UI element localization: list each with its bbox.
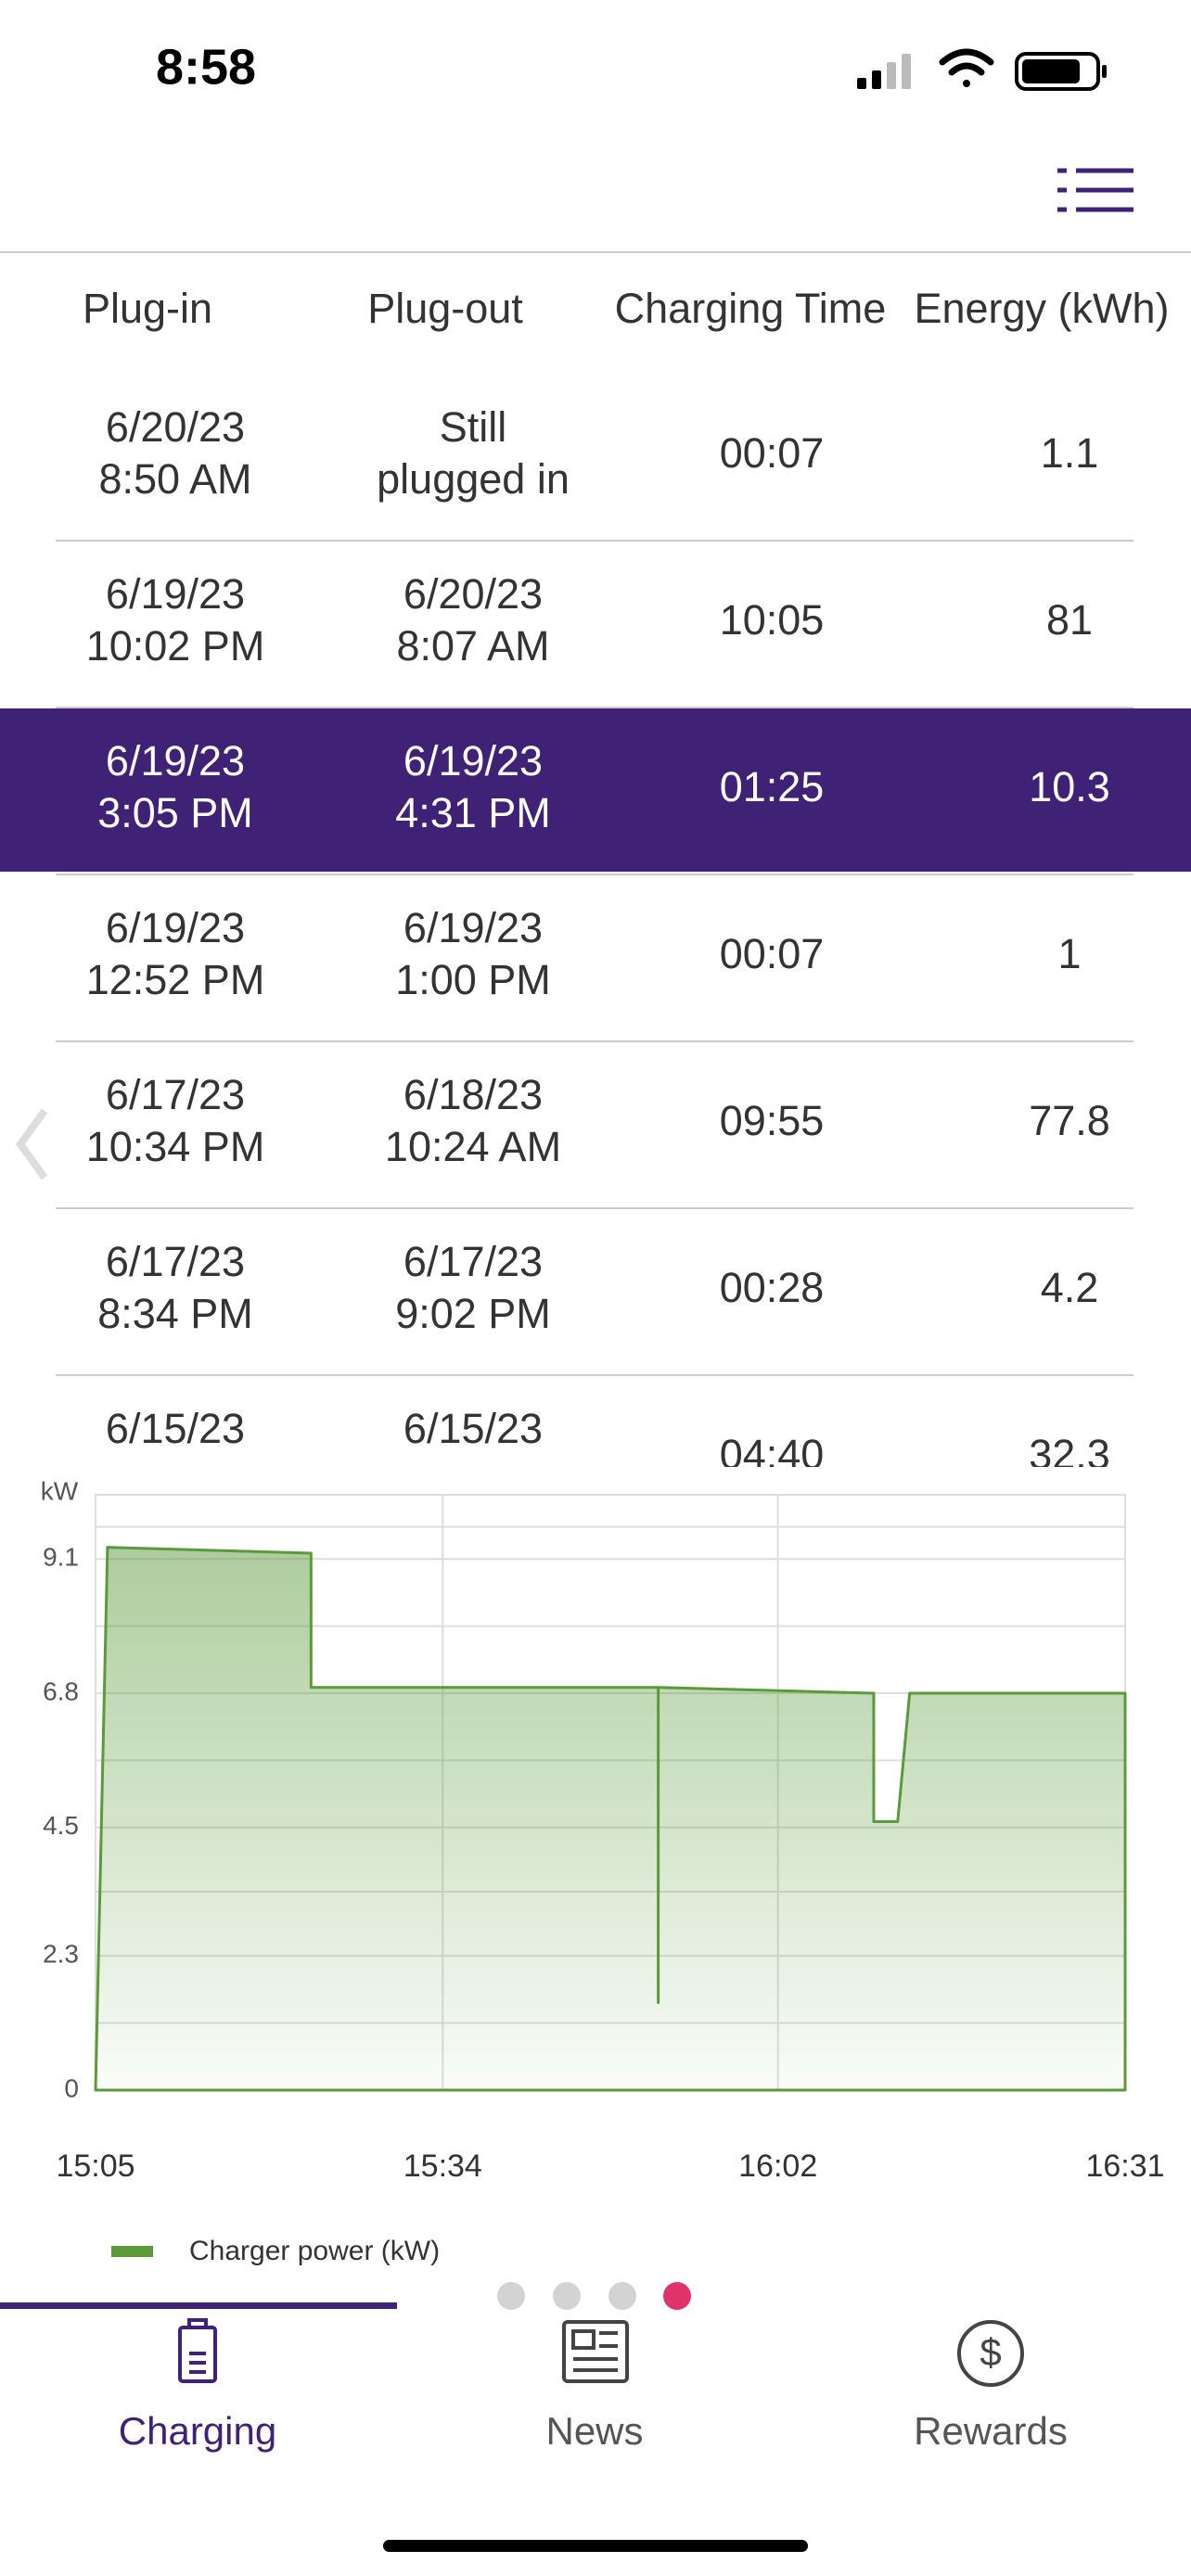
power-area <box>94 1546 1127 2092</box>
plug-in: 6/17/23 <box>106 1238 245 1285</box>
plug-out: 1:00 PM <box>395 956 551 1003</box>
tab-label[interactable]: Rewards <box>914 2409 1068 2453</box>
charging-time: 09:55 <box>720 1097 825 1144</box>
energy: 10.3 <box>1029 763 1110 810</box>
rewards-icon[interactable]: $ <box>957 2320 1024 2387</box>
column-header: Plug-in <box>83 285 212 332</box>
energy: 4.2 <box>1041 1264 1099 1311</box>
charging-icon[interactable] <box>178 2318 217 2383</box>
charging-time: 00:28 <box>720 1264 825 1311</box>
plug-out: Still <box>440 403 507 451</box>
plug-in: 6/17/23 <box>106 1071 245 1118</box>
column-header: Charging Time <box>615 285 887 332</box>
y-tick-label: 0 <box>64 2073 79 2102</box>
plug-in: 8:34 PM <box>97 1290 253 1337</box>
energy: 1 <box>1057 930 1081 977</box>
energy: 81 <box>1046 596 1093 644</box>
y-tick-label: 2.3 <box>43 1940 79 1969</box>
signal-icon <box>857 54 911 89</box>
charging-time: 01:25 <box>720 763 825 810</box>
plug-in: 6/19/23 <box>106 904 245 951</box>
plug-out: plugged in <box>377 455 570 503</box>
plug-in: 6/20/23 <box>106 403 245 451</box>
charging-time: 10:05 <box>720 596 825 644</box>
x-tick-label: 16:31 <box>1085 2149 1164 2184</box>
plug-out: 6/17/23 <box>403 1238 543 1285</box>
prev-arrow[interactable] <box>16 1108 48 1180</box>
plug-in: 6/19/23 <box>106 570 245 618</box>
power-chart: 0 2.3 4.5 6.8 9.1 15:05 15:34 16:02 16:31 kW Charg… <box>41 1476 1165 2266</box>
plug-out: 10:24 AM <box>385 1123 561 1170</box>
pager <box>497 2282 691 2310</box>
x-tick-label: 16:02 <box>738 2149 817 2184</box>
legend-swatch <box>111 2246 153 2257</box>
y-tick-label: 4.5 <box>43 1811 79 1840</box>
plug-in: 6/15/23 <box>106 1405 245 1452</box>
active-tab-indicator <box>0 2302 397 2309</box>
wifi-icon <box>939 48 994 87</box>
charging-time: 04:40 <box>720 1431 825 1478</box>
charging-time: 00:07 <box>720 930 825 977</box>
energy: 77.8 <box>1029 1097 1110 1144</box>
plug-out: 6/19/23 <box>403 904 543 951</box>
y-axis-label: kW <box>41 1476 79 1505</box>
plug-out: 6/20/23 <box>403 570 543 618</box>
selected-row-highlight <box>0 708 1191 872</box>
plug-out: 9:02 PM <box>395 1290 551 1337</box>
x-tick-label: 15:34 <box>403 2149 482 2184</box>
plug-out: 6/19/23 <box>403 737 543 784</box>
column-header: Plug-out <box>367 285 523 332</box>
legend-label: Charger power (kW) <box>189 2236 440 2266</box>
plug-in: 10:02 PM <box>86 622 265 670</box>
plug-in: 10:34 PM <box>86 1123 265 1170</box>
plug-out: 6/15/23 <box>403 1405 543 1452</box>
tab-label[interactable]: Charging <box>119 2409 276 2453</box>
battery-icon <box>1015 52 1107 91</box>
menu-button[interactable] <box>1057 168 1133 212</box>
plug-in: 12:52 PM <box>86 956 265 1003</box>
status-time: 8:58 <box>156 39 256 95</box>
home-indicator <box>383 2540 808 2552</box>
y-tick-label: 9.1 <box>43 1543 79 1572</box>
plug-out: 6/18/23 <box>403 1071 543 1118</box>
energy: 1.1 <box>1041 429 1099 477</box>
sessions-table: Plug-in Plug-out Charging Time Energy (kWh)… <box>0 285 1191 1478</box>
plug-out: 4:31 PM <box>395 789 551 836</box>
plug-in: 6/19/23 <box>106 737 245 784</box>
x-tick-label: 15:05 <box>56 2149 134 2184</box>
y-tick-label: 6.8 <box>43 1677 79 1705</box>
column-header: Energy (kWh) <box>914 285 1169 332</box>
plug-in: 8:50 AM <box>98 455 251 503</box>
energy: 32.3 <box>1029 1431 1110 1478</box>
plug-out: 8:07 AM <box>396 622 549 670</box>
plug-in: 3:05 PM <box>97 789 253 836</box>
tab-label[interactable]: News <box>545 2409 643 2453</box>
svg-text:$: $ <box>980 2330 1001 2374</box>
news-icon[interactable] <box>562 2320 629 2383</box>
charging-time: 00:07 <box>720 429 825 477</box>
